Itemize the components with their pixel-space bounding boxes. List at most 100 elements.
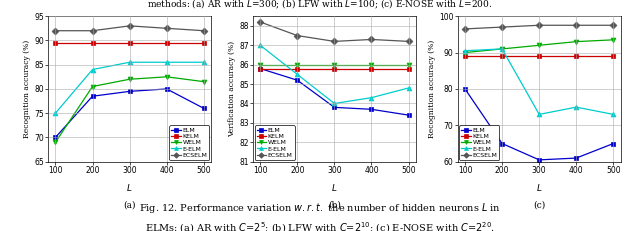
Line: WELM: WELM — [53, 74, 206, 145]
KELM — [200, 41, 207, 44]
ELM — [461, 88, 469, 90]
WELM — [257, 63, 264, 66]
ELM — [572, 157, 580, 159]
E-ELM — [163, 61, 170, 64]
ELM — [52, 136, 60, 139]
KELM — [294, 67, 301, 70]
WELM — [461, 51, 469, 54]
ELM — [535, 158, 543, 161]
ELM — [257, 67, 264, 70]
E-ELM — [499, 48, 506, 50]
Line: ECSELM: ECSELM — [463, 23, 616, 31]
KELM — [461, 55, 469, 58]
ECSELM — [404, 40, 412, 43]
KELM — [89, 41, 97, 44]
WELM — [163, 75, 170, 78]
Line: E-ELM: E-ELM — [463, 46, 616, 117]
Line: KELM: KELM — [258, 66, 411, 71]
ECSELM — [294, 34, 301, 37]
ECSELM — [367, 38, 375, 41]
ECSELM — [163, 27, 170, 30]
WELM — [609, 38, 617, 41]
Y-axis label: Recognition accuracy (%): Recognition accuracy (%) — [428, 40, 436, 138]
ECSELM — [125, 24, 134, 27]
Line: ELM: ELM — [258, 66, 411, 118]
KELM — [257, 67, 264, 70]
KELM — [125, 41, 134, 44]
E-ELM — [52, 112, 60, 115]
KELM — [163, 41, 170, 44]
Text: Fig. 12. Performance variation $\mathit{w.r.t.}$ the number of hidden neurons $L: Fig. 12. Performance variation $\mathit{… — [139, 201, 501, 231]
KELM — [404, 67, 412, 70]
Legend: ELM, KELM, WELM, E-ELM, ECSELM: ELM, KELM, WELM, E-ELM, ECSELM — [255, 125, 294, 160]
KELM — [330, 67, 338, 70]
WELM — [404, 63, 412, 66]
Text: $L$: $L$ — [331, 182, 338, 194]
ELM — [163, 88, 170, 90]
ELM — [367, 108, 375, 111]
WELM — [367, 63, 375, 66]
E-ELM — [125, 61, 134, 64]
ECSELM — [609, 24, 617, 27]
E-ELM — [609, 113, 617, 116]
Legend: ELM, KELM, WELM, E-ELM, ECSELM: ELM, KELM, WELM, E-ELM, ECSELM — [170, 125, 209, 160]
ECSELM — [499, 26, 506, 28]
E-ELM — [404, 87, 412, 89]
Text: methods: (a) AR with $L$=300; (b) LFW with $L$=100; (c) E-NOSE with $L$=200.: methods: (a) AR with $L$=300; (b) LFW wi… — [147, 0, 493, 11]
ELM — [404, 114, 412, 116]
E-ELM — [572, 106, 580, 109]
Line: KELM: KELM — [53, 40, 206, 45]
ECSELM — [572, 24, 580, 27]
E-ELM — [200, 61, 207, 64]
E-ELM — [461, 49, 469, 52]
ELM — [89, 95, 97, 97]
Line: E-ELM: E-ELM — [53, 60, 206, 116]
Text: (b): (b) — [328, 201, 341, 210]
ECSELM — [330, 40, 338, 43]
ELM — [609, 142, 617, 145]
WELM — [294, 63, 301, 66]
Line: E-ELM: E-ELM — [258, 43, 411, 106]
WELM — [330, 63, 338, 66]
KELM — [535, 55, 543, 58]
WELM — [125, 78, 134, 81]
KELM — [572, 55, 580, 58]
KELM — [499, 55, 506, 58]
Text: (c): (c) — [533, 201, 545, 210]
E-ELM — [89, 68, 97, 71]
Line: ECSELM: ECSELM — [258, 20, 411, 44]
Text: $L$: $L$ — [536, 182, 543, 194]
ECSELM — [461, 27, 469, 30]
ECSELM — [89, 29, 97, 32]
Line: ELM: ELM — [53, 86, 206, 140]
Line: KELM: KELM — [463, 54, 616, 59]
Line: WELM: WELM — [258, 62, 411, 67]
Line: ELM: ELM — [463, 86, 616, 162]
ECSELM — [200, 29, 207, 32]
Line: ECSELM: ECSELM — [53, 23, 206, 33]
E-ELM — [257, 44, 264, 47]
WELM — [499, 48, 506, 50]
E-ELM — [330, 102, 338, 105]
WELM — [89, 85, 97, 88]
KELM — [609, 55, 617, 58]
ECSELM — [52, 29, 60, 32]
WELM — [200, 80, 207, 83]
E-ELM — [367, 96, 375, 99]
KELM — [52, 41, 60, 44]
WELM — [535, 44, 543, 47]
WELM — [572, 40, 580, 43]
ELM — [330, 106, 338, 109]
E-ELM — [294, 73, 301, 76]
Y-axis label: Verification accuracy (%): Verification accuracy (%) — [228, 41, 236, 137]
KELM — [367, 67, 375, 70]
WELM — [52, 141, 60, 144]
ECSELM — [535, 24, 543, 27]
ELM — [125, 90, 134, 93]
ECSELM — [257, 21, 264, 23]
Y-axis label: Recognition accuracy (%): Recognition accuracy (%) — [23, 40, 31, 138]
Text: (a): (a) — [124, 201, 136, 210]
Line: WELM: WELM — [463, 37, 616, 55]
Legend: ELM, KELM, WELM, E-ELM, ECSELM: ELM, KELM, WELM, E-ELM, ECSELM — [460, 125, 499, 160]
ELM — [200, 107, 207, 110]
